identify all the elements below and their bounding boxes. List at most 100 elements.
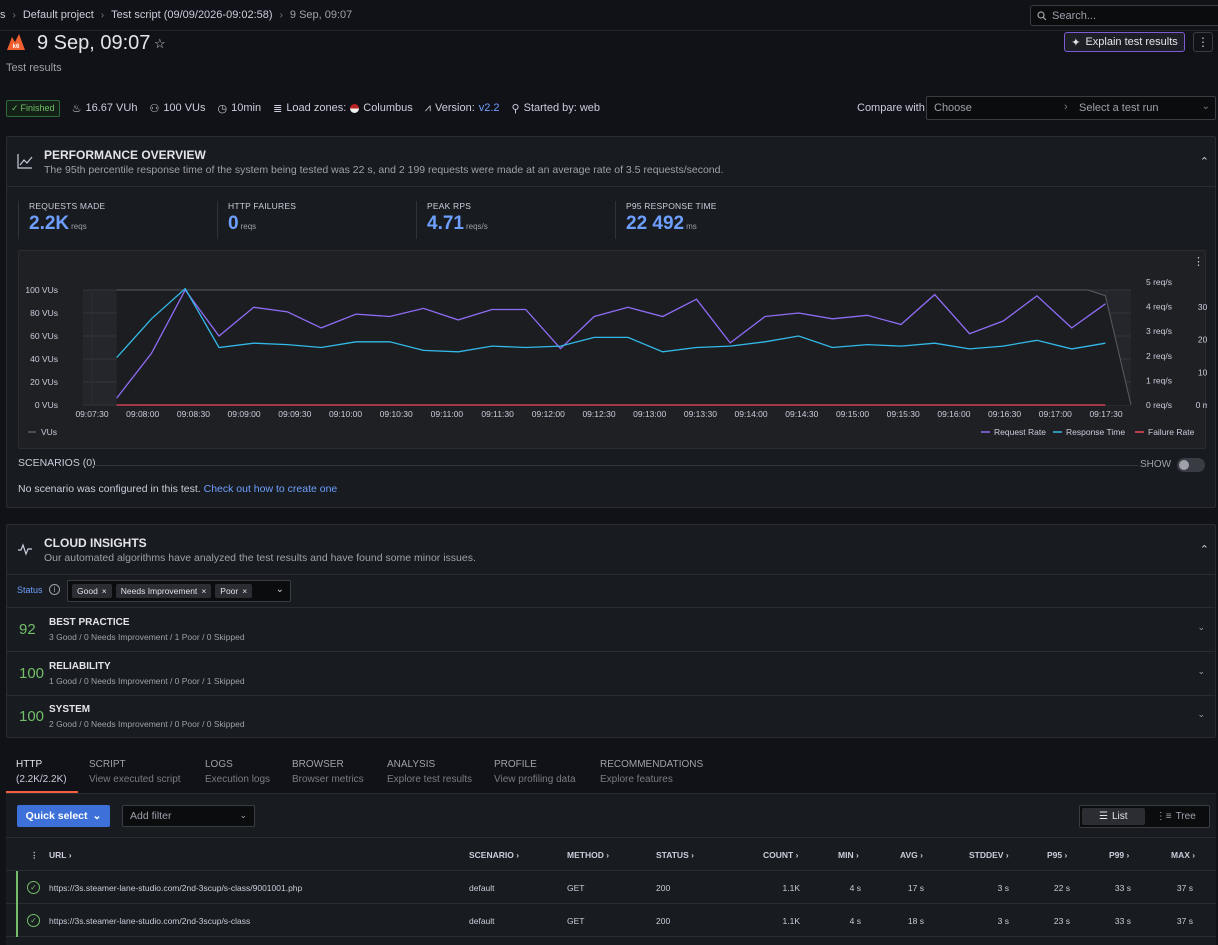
stat-http-failures: HTTP FAILURES 0 reqs bbox=[217, 201, 296, 239]
version-link[interactable]: v2.2 bbox=[478, 102, 500, 114]
chevron-up-icon[interactable]: ⌃ bbox=[1199, 156, 1209, 168]
chip-label: Good bbox=[77, 586, 98, 596]
tab-sub: (2.2K/2.2K) bbox=[16, 774, 67, 785]
insight-row-reliability[interactable]: 100 RELIABILITY 1 Good / 0 Needs Improve… bbox=[7, 652, 1215, 696]
vus-value: 100 VUs bbox=[163, 102, 206, 114]
chevron-down-icon[interactable]: ⌄ bbox=[275, 584, 284, 595]
sparkle-icon: ✦ bbox=[1071, 36, 1081, 49]
column-header-status[interactable]: STATUS › bbox=[656, 850, 694, 860]
breadcrumb: s › Default project › Test script (09/09… bbox=[0, 9, 352, 21]
cell-count: 1.1K bbox=[782, 916, 801, 926]
top-bar: s › Default project › Test script (09/09… bbox=[0, 0, 1218, 31]
close-icon[interactable]: × bbox=[101, 586, 107, 596]
explain-test-results-button[interactable]: ✦ Explain test results bbox=[1064, 32, 1185, 52]
column-header-method[interactable]: METHOD › bbox=[567, 850, 610, 860]
y-right-rps-tick-label: 0 req/s bbox=[1146, 400, 1172, 410]
more-options-button[interactable]: ⋮ bbox=[1193, 32, 1213, 52]
close-icon[interactable]: × bbox=[242, 586, 248, 596]
status-chip-good[interactable]: Good × bbox=[72, 584, 112, 598]
star-icon[interactable]: ☆ bbox=[154, 36, 166, 51]
status-chip-poor[interactable]: Poor × bbox=[215, 584, 253, 598]
flame-icon: ♨ bbox=[71, 102, 82, 115]
started-by-meta: ⚲ Started by: web bbox=[512, 102, 601, 115]
insight-summary: 2 Good / 0 Needs Improvement / 0 Poor / … bbox=[49, 719, 245, 729]
search-placeholder: Search... bbox=[1052, 9, 1097, 22]
add-filter-select[interactable]: Add filter ⌄ bbox=[122, 805, 255, 827]
y-left-tick-label: 100 VUs bbox=[25, 285, 58, 295]
chart-icon: ⩘ bbox=[424, 101, 431, 114]
column-header-max[interactable]: MAX › bbox=[1171, 850, 1196, 860]
started-by-value: Started by: web bbox=[523, 102, 601, 114]
column-menu-icon[interactable]: ⋮ bbox=[30, 850, 39, 860]
table-row[interactable]: ✓ https://3s.steamer-lane-studio.com/2nd… bbox=[6, 871, 1216, 904]
cell-avg: 17 s bbox=[907, 883, 924, 893]
quick-select-button[interactable]: Quick select ⌄ bbox=[17, 805, 110, 827]
tab-label: SCRIPT bbox=[89, 759, 126, 770]
x-tick-label: 09:12:00 bbox=[532, 409, 565, 419]
tab-browser[interactable]: BROWSER Browser metrics bbox=[292, 759, 364, 785]
tree-view-button[interactable]: ⋮≡ Tree bbox=[1145, 808, 1208, 825]
y-left-tick-label: 20 VUs bbox=[30, 377, 58, 387]
us-flag-icon bbox=[350, 103, 360, 113]
performance-overview-description: The 95th percentile response time of the… bbox=[44, 164, 724, 176]
insight-row-system[interactable]: 100 SYSTEM 2 Good / 0 Needs Improvement … bbox=[7, 695, 1215, 739]
show-scenarios-toggle[interactable] bbox=[1177, 458, 1205, 472]
x-tick-label: 09:13:00 bbox=[633, 409, 666, 419]
x-tick-label: 09:07:30 bbox=[75, 409, 108, 419]
duration-meta: ◷ 10min bbox=[218, 102, 262, 115]
stat-p95-response-time: P95 RESPONSE TIME 22 492 ms bbox=[615, 201, 717, 239]
tab-sub: Execution logs bbox=[205, 774, 271, 785]
y-left-tick-label: 60 VUs bbox=[30, 331, 58, 341]
column-header-count[interactable]: COUNT › bbox=[763, 850, 799, 860]
compare-select[interactable]: Choose › Select a test run ⌄ bbox=[926, 96, 1216, 120]
cell-scenario: default bbox=[469, 883, 495, 893]
column-header-url[interactable]: URL › bbox=[49, 850, 72, 860]
y-right-rps-tick-label: 4 req/s bbox=[1146, 302, 1172, 312]
stat-value: 0 bbox=[228, 213, 239, 234]
tab-logs[interactable]: LOGS Execution logs bbox=[205, 759, 270, 785]
search-input[interactable]: Search... bbox=[1030, 5, 1218, 26]
tab-http[interactable]: HTTP (2.2K/2.2K) bbox=[16, 759, 67, 785]
performance-overview-title: PERFORMANCE OVERVIEW bbox=[44, 148, 206, 162]
line-chart-icon bbox=[17, 154, 33, 169]
tab-analysis[interactable]: ANALYSIS Explore test results bbox=[387, 759, 472, 785]
list-view-button[interactable]: ☰ List bbox=[1082, 808, 1145, 825]
breadcrumb-item-project[interactable]: Default project bbox=[22, 9, 94, 21]
breadcrumb-item-org[interactable]: s bbox=[0, 9, 6, 21]
explain-label: Explain test results bbox=[1085, 36, 1178, 48]
x-tick-label: 09:15:00 bbox=[836, 409, 869, 419]
column-label: AVG bbox=[900, 850, 918, 860]
tab-recommendations[interactable]: RECOMMENDATIONS Explore features bbox=[600, 759, 703, 785]
column-label: SCENARIO bbox=[469, 850, 514, 860]
tab-sub: View profiling data bbox=[494, 774, 576, 785]
status-filter-select[interactable]: Good × Needs Improvement × Poor × ⌄ bbox=[67, 580, 291, 602]
info-icon[interactable]: i bbox=[49, 584, 60, 595]
check-circle-icon: ✓ bbox=[27, 914, 40, 927]
compare-choose[interactable]: Choose bbox=[934, 102, 972, 114]
column-header-p95[interactable]: P95 › bbox=[1047, 850, 1068, 860]
column-header-avg[interactable]: AVG › bbox=[900, 850, 923, 860]
chevron-down-icon: ⌄ bbox=[1197, 709, 1205, 719]
cloud-insights-header[interactable]: CLOUD INSIGHTS Our automated algorithms … bbox=[7, 525, 1215, 575]
insight-score: 92 bbox=[19, 621, 36, 638]
compare-select-run[interactable]: Select a test run bbox=[1079, 102, 1159, 114]
close-icon[interactable]: × bbox=[201, 586, 207, 596]
breadcrumb-item-script[interactable]: Test script (09/09/2026-09:02:58) bbox=[111, 9, 273, 21]
column-header-stddev[interactable]: STDDEV › bbox=[969, 850, 1009, 860]
x-tick-label: 09:17:30 bbox=[1089, 409, 1122, 419]
insight-row-best-practice[interactable]: 92 BEST PRACTICE 3 Good / 0 Needs Improv… bbox=[7, 608, 1215, 652]
tab-sub: View executed script bbox=[89, 774, 181, 785]
column-header-min[interactable]: MIN › bbox=[838, 850, 859, 860]
table-row[interactable]: ✓ https://3s.steamer-lane-studio.com/2nd… bbox=[6, 904, 1216, 937]
vus-line bbox=[116, 289, 1132, 406]
tab-profile[interactable]: PROFILE View profiling data bbox=[494, 759, 576, 785]
chevron-up-icon[interactable]: ⌃ bbox=[1199, 544, 1209, 556]
column-label: METHOD bbox=[567, 850, 604, 860]
status-chip-needs-improvement[interactable]: Needs Improvement × bbox=[115, 584, 212, 598]
column-header-scenario[interactable]: SCENARIO › bbox=[469, 850, 520, 860]
cell-method: GET bbox=[567, 916, 585, 926]
performance-overview-header[interactable]: PERFORMANCE OVERVIEW The 95th percentile… bbox=[7, 137, 1215, 187]
column-header-p99[interactable]: P99 › bbox=[1109, 850, 1130, 860]
tab-script[interactable]: SCRIPT View executed script bbox=[89, 759, 181, 785]
create-scenario-link[interactable]: Check out how to create one bbox=[203, 483, 338, 495]
